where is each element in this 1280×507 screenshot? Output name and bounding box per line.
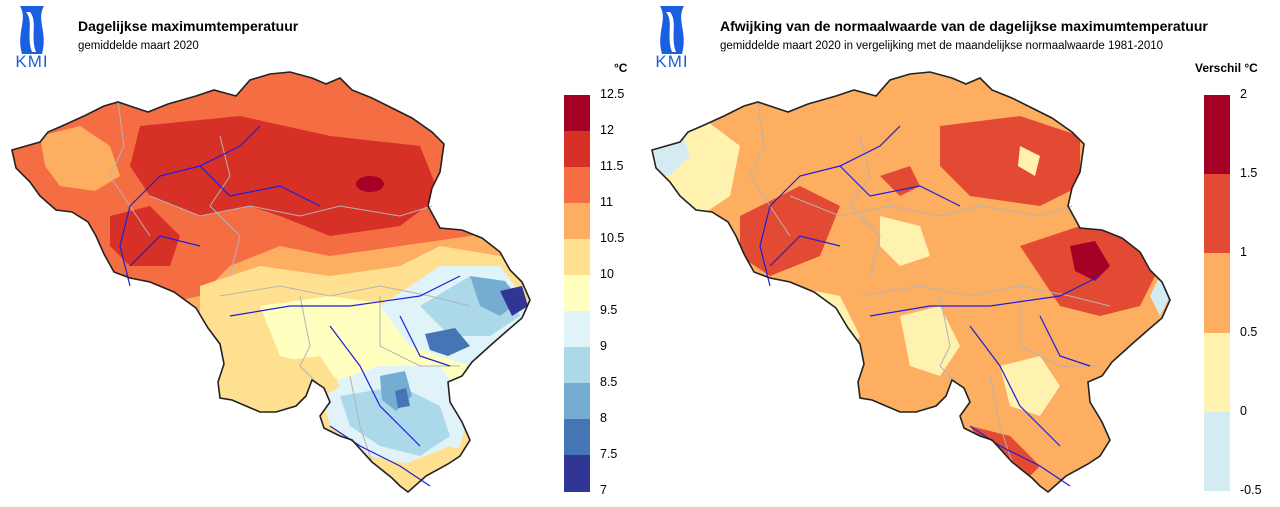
legend-tick-label: 2 [1240, 87, 1247, 101]
rivers [759, 125, 1101, 487]
legend-unit: Verschil °C [1195, 61, 1258, 75]
logo-text: KMI [15, 52, 49, 71]
map-subtitle: gemiddelde maart 2020 in vergelijking me… [720, 40, 1164, 52]
legend-color-box [1204, 332, 1230, 413]
legend-color-box [564, 383, 590, 420]
temperature-map [11, 71, 531, 494]
legend-color-box [564, 419, 590, 456]
country-outline [11, 71, 531, 494]
legend-tick-label: 1 [1240, 245, 1247, 260]
map-title: Afwijking van de normaalwaarde van de da… [720, 18, 1208, 34]
legend-tick-label: 0 [1240, 403, 1247, 418]
legend-color-box [1204, 411, 1230, 492]
legend-tick-label: 9.5 [600, 303, 618, 317]
legend-color-box [564, 131, 590, 168]
legend-unit: °C [614, 61, 628, 75]
legend-tick-label: 10 [600, 267, 614, 281]
province-borders [109, 101, 471, 463]
legend-tick-label: 8 [600, 411, 607, 425]
logo-text: KMI [655, 52, 689, 71]
legend-color-box [1204, 253, 1230, 334]
legend-tick-label: 10.5 [600, 231, 625, 245]
kmi-logo-icon [6, 6, 58, 54]
legend-tick-label: -0.5 [1240, 483, 1262, 497]
legend-tick-label: 11.5 [600, 159, 624, 173]
legend-tick-label: 0.5 [1240, 324, 1258, 339]
country-outline [651, 71, 1171, 494]
anomaly-map [651, 71, 1171, 494]
legend-color-box [564, 167, 590, 204]
legend-tick-label: 12.5 [600, 87, 625, 101]
kmi-logo: KMI [6, 6, 58, 72]
legend-tick-label: 7.5 [600, 447, 618, 461]
legend-color-box [1204, 95, 1230, 175]
map-title: Dagelijkse maximumtemperatuur [78, 18, 299, 34]
legend-tick-label: 11 [600, 195, 613, 209]
legend-tick-label: 12 [600, 123, 614, 137]
map-subtitle: gemiddelde maart 2020 [78, 40, 199, 52]
legend-tick-label: 7 [600, 483, 607, 497]
legend-color-box [564, 203, 590, 240]
rivers [119, 125, 461, 487]
legend-tick-label: 1.5 [1240, 166, 1258, 181]
legend-color-box [564, 311, 590, 348]
legend-color-box [564, 239, 590, 276]
province-borders [749, 101, 1111, 463]
legend-color-box [564, 455, 590, 492]
kmi-logo: KMI [646, 6, 698, 72]
legend-tick-label: 9 [600, 339, 607, 353]
panel-temperature-anomaly: KMI Afwijking van de normaalwaarde van d… [640, 0, 1280, 507]
legend-color-box [1204, 174, 1230, 254]
kmi-logo-icon [646, 6, 698, 54]
legend-tick-label: 8.5 [600, 375, 618, 389]
legend-color-box [564, 95, 590, 132]
legend-color-box [564, 275, 590, 312]
panel-max-temperature: KMI Dagelijkse maximumtemperatuur gemidd… [6, 6, 628, 497]
legend-color-box [564, 347, 590, 384]
